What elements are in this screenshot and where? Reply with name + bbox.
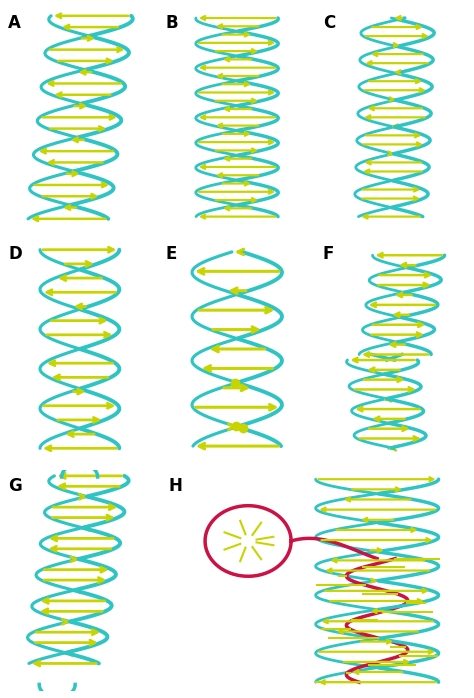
- Text: H: H: [168, 477, 182, 495]
- Text: C: C: [323, 13, 335, 31]
- Text: F: F: [322, 245, 334, 263]
- Text: E: E: [165, 245, 177, 263]
- Text: G: G: [8, 477, 21, 495]
- Text: D: D: [8, 245, 22, 263]
- Text: A: A: [8, 13, 21, 31]
- Text: B: B: [166, 13, 178, 31]
